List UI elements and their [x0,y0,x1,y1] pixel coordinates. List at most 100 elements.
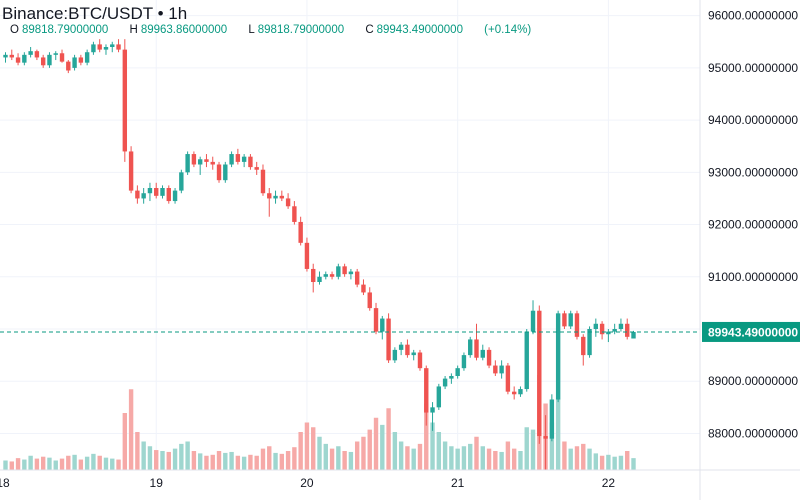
candle-body [311,268,316,282]
volume-bar [380,424,385,470]
candle-body [34,51,40,58]
volume-bar [147,446,153,470]
candle-body [373,308,379,332]
volume-bar [468,443,473,470]
candle-body [47,54,52,66]
y-tick-label: 88000.00000000 [708,426,798,440]
candle-body [84,52,90,63]
volume-bar [411,448,416,470]
volume-bar [618,455,624,470]
y-tick-label: 92000.00000000 [708,218,798,232]
y-tick-label: 93000.00000000 [708,165,798,179]
volume-bar [405,446,410,470]
low-value: 89818.79000000 [257,24,345,36]
volume-bar [53,460,58,470]
candle-body [518,389,523,395]
candle-body [15,57,21,63]
volume-bar [197,453,203,470]
candle-body [103,47,109,50]
volume-bar [449,446,454,470]
volume-bars [3,375,636,470]
volume-bar [317,436,322,470]
candle-body [147,188,153,194]
candle-body [411,352,416,356]
candle-body [537,310,542,437]
candle-body [260,169,266,194]
volume-bar [361,436,366,470]
grid-lines [0,0,700,470]
candle-body [581,336,586,356]
volume-bar [568,448,573,470]
volume-bar [91,453,96,470]
volume-bar [612,456,617,470]
volume-bar [279,453,285,470]
candle-body [631,331,636,339]
volume-bar [593,453,599,470]
volume-bar [241,456,247,470]
candle-body [110,44,115,47]
volume-bar [72,454,77,470]
volume-bar [298,432,303,470]
volume-bar [185,441,190,470]
volume-bar [436,432,442,470]
volume-bar [493,451,498,470]
candle-body [442,378,448,387]
volume-bar [285,451,291,470]
candle-body [191,154,197,165]
volume-bar [499,451,504,470]
volume-bar [562,441,567,470]
candle-body [354,271,360,285]
volume-bar [28,455,33,470]
volume-bar [179,443,184,470]
candle-body [78,57,84,63]
candle-body [380,318,385,332]
last-price-label: 89943.49000000 [708,325,798,339]
candle-body [430,407,435,413]
candle-body [292,206,297,222]
candle-body [329,274,335,277]
candle-body [172,190,178,202]
volume-bar [172,448,178,470]
volume-bar [97,455,102,470]
candle-body [493,365,498,374]
candle-body [555,313,561,400]
candle-body [141,193,146,199]
volume-bar [486,448,492,470]
candle-body [625,323,630,337]
candles [3,39,636,470]
candle-body [235,154,241,162]
candle-body [361,284,366,293]
candle-body [40,57,46,66]
candle-body [593,323,599,329]
high-value: 89963.86000000 [140,24,228,36]
candle-body [97,44,102,50]
candle-body [197,159,203,165]
candle-body [254,167,259,170]
candle-body [72,57,77,68]
volume-bar [40,456,46,470]
volume-bar [210,454,215,470]
volume-bar [59,458,65,470]
volume-bar [549,422,555,470]
volume-bar [78,459,84,470]
candle-body [323,274,328,277]
candle-body [248,156,253,168]
volume-bar [329,448,335,470]
volume-bar [254,455,259,470]
volume-bar [336,446,341,470]
x-tick-label: 22 [602,476,616,490]
volume-bar [166,451,171,470]
candle-body [179,172,184,191]
volume-bar [304,422,310,470]
volume-bar [430,422,435,470]
candle-body [455,368,460,376]
volume-bar [511,448,517,470]
candle-body [241,156,247,162]
candle-body [304,242,310,269]
y-tick-label: 96000.00000000 [708,9,798,23]
candle-body [28,51,33,55]
volume-bar [367,429,372,470]
candle-body [160,188,165,196]
